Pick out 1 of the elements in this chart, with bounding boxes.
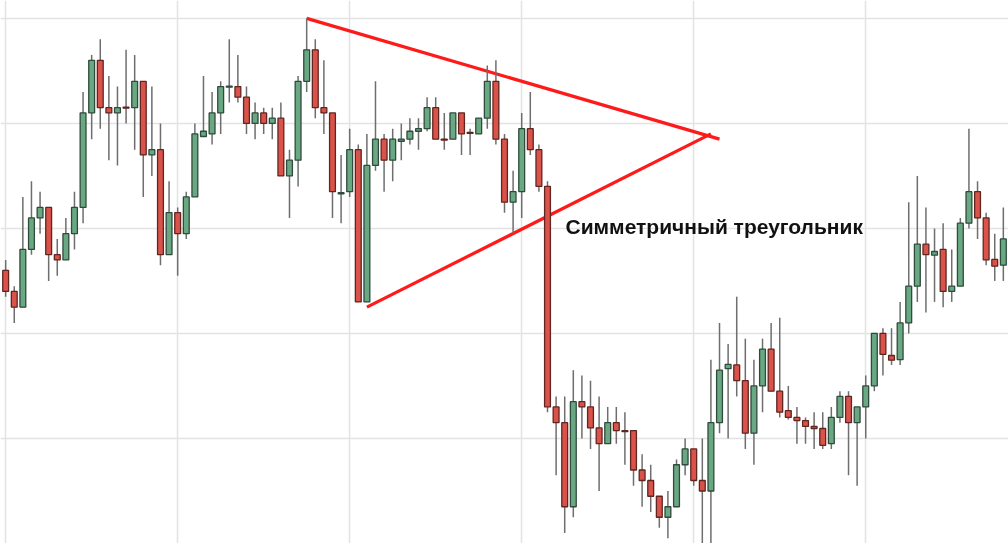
annotation: Симметричный треугольник — [565, 215, 864, 238]
